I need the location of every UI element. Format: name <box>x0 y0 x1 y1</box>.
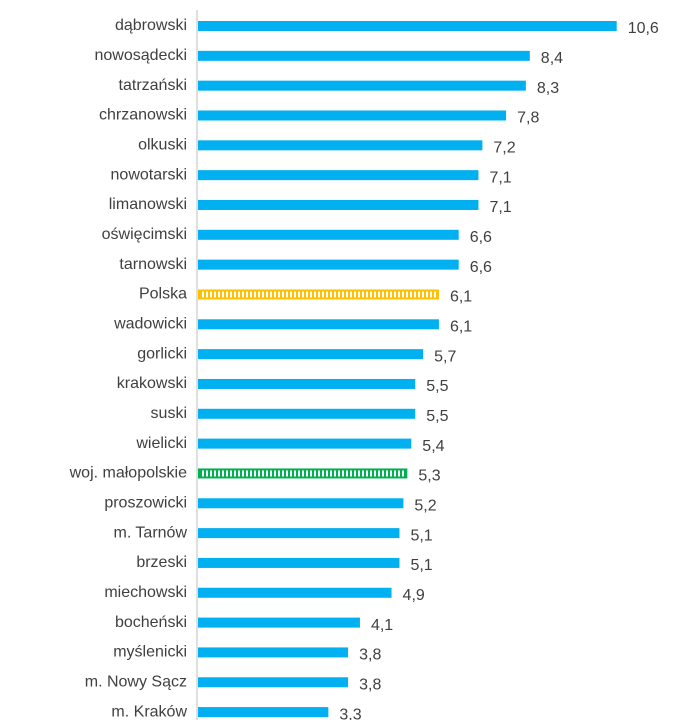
bar <box>198 21 617 31</box>
category-label: bocheński <box>115 614 187 631</box>
category-label: m. Nowy Sącz <box>85 673 187 690</box>
category-label: proszowicki <box>104 494 187 511</box>
bar <box>198 199 479 210</box>
bar <box>198 110 507 121</box>
value-label: 10,6 <box>628 20 659 37</box>
value-label: 8,4 <box>541 50 563 67</box>
value-label: 5,3 <box>418 468 440 485</box>
bar <box>198 587 392 598</box>
bar <box>198 80 526 91</box>
bar <box>198 349 424 360</box>
bar <box>198 468 408 479</box>
bar <box>198 438 412 449</box>
bar <box>198 50 530 61</box>
bar <box>198 677 349 688</box>
bar <box>198 647 349 658</box>
value-label: 6,6 <box>470 229 492 246</box>
bar <box>198 707 329 718</box>
value-label: 6,6 <box>470 259 492 276</box>
value-label: 3,8 <box>359 647 381 664</box>
category-label: dąbrowski <box>115 17 187 34</box>
category-label: oświęcimski <box>102 226 187 243</box>
value-label: 5,2 <box>414 497 436 514</box>
category-label: gorlicki <box>137 345 187 362</box>
category-label: limanowski <box>109 196 187 213</box>
category-label: wadowicki <box>113 316 187 333</box>
bar <box>198 259 459 270</box>
value-label: 3,3 <box>339 706 361 720</box>
category-label: brzeski <box>136 554 187 571</box>
category-label: nowotarski <box>111 166 187 183</box>
bar <box>198 170 479 181</box>
value-label: 8,3 <box>537 80 559 97</box>
category-label: miechowski <box>104 584 187 601</box>
category-label: myślenicki <box>113 644 187 661</box>
category-label: nowosądecki <box>95 47 188 64</box>
bar <box>198 557 400 568</box>
category-label: chrzanowski <box>99 107 187 124</box>
value-label: 7,1 <box>489 169 511 186</box>
value-label: 4,9 <box>403 587 425 604</box>
value-label: 5,4 <box>422 438 444 455</box>
value-label: 7,8 <box>517 110 539 127</box>
value-label: 5,1 <box>410 527 432 544</box>
category-label: Polska <box>139 286 187 303</box>
bar <box>198 229 459 240</box>
value-label: 6,1 <box>450 289 472 306</box>
value-label: 7,2 <box>493 140 515 157</box>
category-label: woj. małopolskie <box>69 465 187 482</box>
value-label: 6,1 <box>450 319 472 336</box>
category-label: m. Kraków <box>111 703 187 720</box>
category-label: tarnowski <box>119 256 187 273</box>
category-label: tatrzański <box>119 77 187 94</box>
bar <box>198 408 416 419</box>
value-label: 3,8 <box>359 676 381 693</box>
category-label: wielicki <box>135 435 187 452</box>
bar <box>198 617 360 628</box>
bar <box>198 498 404 509</box>
bar <box>198 378 416 389</box>
value-label: 5,1 <box>410 557 432 574</box>
category-label: krakowski <box>117 375 187 392</box>
value-label: 5,5 <box>426 378 448 395</box>
value-label: 5,5 <box>426 408 448 425</box>
category-label: m. Tarnów <box>113 524 187 541</box>
bar <box>198 319 439 330</box>
value-label: 4,1 <box>371 617 393 634</box>
value-label: 7,1 <box>489 199 511 216</box>
category-label: olkuski <box>138 137 187 154</box>
value-label: 5,7 <box>434 348 456 365</box>
bar <box>198 528 400 539</box>
category-label: suski <box>151 405 187 422</box>
bar <box>198 140 483 151</box>
bar <box>198 289 439 300</box>
